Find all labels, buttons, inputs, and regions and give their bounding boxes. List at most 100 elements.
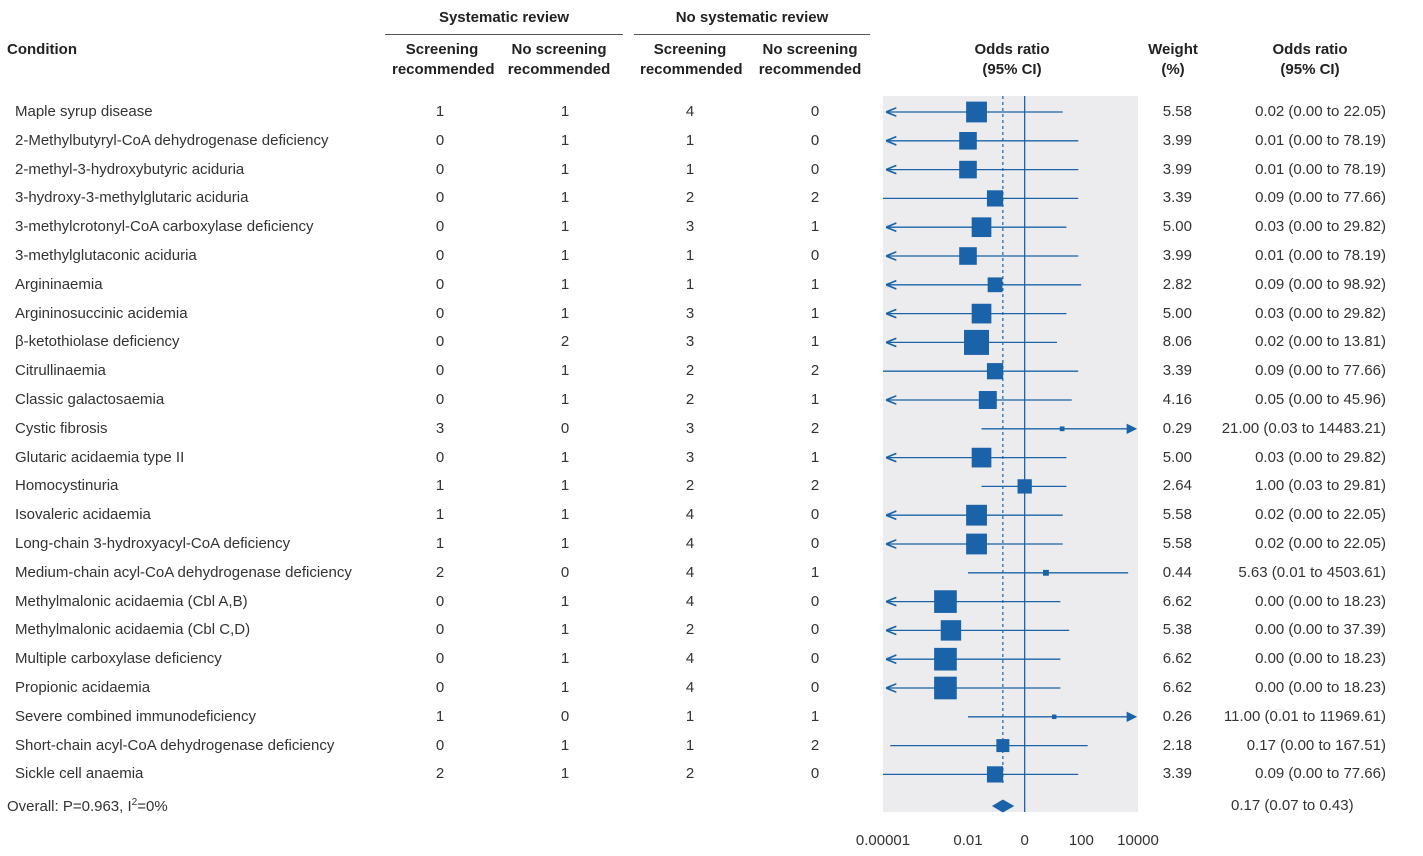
- sr-screening-count: 0: [435, 275, 445, 293]
- sr-screening-count: 0: [435, 650, 445, 668]
- sr-screening-count: 1: [435, 477, 445, 495]
- point-estimate-marker: [986, 766, 1004, 783]
- sr-screening-count: 0: [435, 736, 445, 754]
- ci-text: 0.09 (0.00 to 77.66): [1255, 765, 1386, 783]
- point-estimate-marker: [959, 247, 977, 265]
- ci-text: 0.02 (0.00 to 13.81): [1255, 333, 1386, 351]
- sr-no-screening-count: 1: [560, 304, 570, 322]
- ci-text: 0.17 (0.00 to 167.51): [1246, 736, 1386, 754]
- ci-text: 0.09 (0.00 to 98.92): [1255, 275, 1386, 293]
- weight-value: 5.58: [1162, 103, 1192, 120]
- overall-label-main: Overall: P=0.963, I: [7, 798, 132, 815]
- group-rule-systematic-review: [385, 34, 623, 35]
- ci-text: 0.09 (0.00 to 77.66): [1255, 189, 1386, 207]
- sr-screening-count: 0: [435, 304, 445, 322]
- ci-text: 11.00 (0.01 to 11969.61): [1223, 707, 1386, 725]
- nsr-no-screening-count: 2: [810, 419, 820, 437]
- nsr-screening-count: 3: [685, 333, 695, 351]
- condition-name: Homocystinuria: [15, 477, 119, 495]
- sr-no-screening-count: 1: [560, 103, 570, 120]
- weight-value: 3.39: [1162, 765, 1192, 783]
- nsr-screening-count: 4: [685, 103, 695, 120]
- weight-value: 5.58: [1162, 506, 1192, 524]
- point-estimate-marker: [996, 739, 1010, 753]
- sr-no-screening-count: 1: [560, 477, 570, 495]
- weight-value: 3.99: [1162, 160, 1192, 178]
- nsr-screening-count: 1: [685, 275, 695, 293]
- nsr-no-screening-count: 0: [810, 160, 820, 178]
- plot-background: [883, 96, 1138, 812]
- nsr-no-screening-count: 0: [810, 131, 820, 149]
- ci-text: 0.00 (0.00 to 18.23): [1255, 592, 1386, 610]
- sr-screening-count: 0: [435, 160, 445, 178]
- point-estimate-marker: [934, 647, 957, 671]
- header-nsr-screening-line1: Screening: [653, 41, 727, 58]
- condition-name: Glutaric acidaemia type II: [15, 448, 185, 466]
- nsr-screening-count: 1: [685, 247, 695, 264]
- ci-text: 5.63 (0.01 to 4503.61): [1238, 563, 1386, 581]
- ci-text: 0.00 (0.00 to 18.23): [1255, 650, 1386, 668]
- header-weight-line1: Weight: [1148, 41, 1198, 58]
- weight-value: 5.00: [1162, 218, 1192, 236]
- nsr-no-screening-count: 1: [810, 218, 820, 236]
- point-estimate-marker: [986, 190, 1004, 207]
- nsr-no-screening-count: 1: [810, 391, 820, 408]
- condition-name: Classic galactosaemia: [15, 391, 165, 408]
- condition-name: Maple syrup disease: [15, 103, 153, 120]
- condition-name: Short-chain acyl-CoA dehydrogenase defic…: [15, 736, 335, 754]
- weight-value: 3.39: [1162, 189, 1192, 207]
- sr-screening-count: 0: [435, 362, 445, 380]
- sr-screening-count: 1: [435, 707, 445, 725]
- condition-name: Medium-chain acyl-CoA dehydrogenase defi…: [15, 563, 352, 581]
- weight-value: 3.99: [1162, 247, 1192, 264]
- point-estimate-marker: [971, 303, 992, 324]
- x-tick-label: 0: [1020, 832, 1029, 849]
- nsr-screening-count: 1: [685, 160, 695, 178]
- header-weight-line2: (%): [1161, 61, 1185, 78]
- sr-no-screening-count: 1: [560, 131, 570, 149]
- nsr-no-screening-count: 0: [810, 592, 820, 610]
- condition-name: 2-methyl-3-hydroxybutyric aciduria: [15, 160, 245, 178]
- ci-text: 0.01 (0.00 to 78.19): [1255, 160, 1386, 178]
- nsr-no-screening-count: 0: [810, 621, 820, 639]
- ci-text: 0.09 (0.00 to 77.66): [1255, 362, 1386, 380]
- overall-label: Overall: P=0.963, I2=0%: [7, 797, 168, 815]
- ci-text: 0.05 (0.00 to 45.96): [1255, 391, 1386, 408]
- weight-value: 2.18: [1162, 736, 1192, 754]
- nsr-no-screening-count: 1: [810, 275, 820, 293]
- point-estimate-marker: [959, 160, 977, 179]
- header-sr-no-screening-line2: recommended: [507, 61, 611, 78]
- weight-value: 0.44: [1162, 563, 1192, 581]
- ci-text: 0.03 (0.00 to 29.82): [1255, 304, 1386, 322]
- nsr-no-screening-count: 0: [810, 103, 820, 120]
- condition-name: Argininosuccinic acidemia: [15, 304, 188, 322]
- point-estimate-marker: [966, 504, 987, 526]
- nsr-screening-count: 3: [685, 419, 695, 437]
- weight-value: 3.99: [1162, 131, 1192, 149]
- sr-screening-count: 3: [435, 419, 445, 437]
- point-estimate-marker: [1017, 479, 1032, 494]
- header-nsr-screening: Screening recommended: [640, 40, 743, 80]
- point-estimate-marker: [1059, 426, 1065, 432]
- nsr-no-screening-count: 0: [810, 247, 820, 264]
- weight-value: 3.39: [1162, 362, 1192, 380]
- ci-text: 0.01 (0.00 to 78.19): [1255, 247, 1386, 264]
- condition-name: Cystic fibrosis: [15, 419, 108, 437]
- nsr-screening-count: 2: [685, 391, 695, 408]
- nsr-no-screening-count: 0: [810, 535, 820, 552]
- sr-screening-count: 2: [435, 563, 445, 581]
- weight-value: 5.38: [1162, 621, 1192, 639]
- sr-screening-count: 0: [435, 333, 445, 351]
- condition-name: 3-methylcrotonyl-CoA carboxylase deficie…: [15, 218, 314, 236]
- sr-no-screening-count: 1: [560, 189, 570, 207]
- nsr-screening-count: 2: [685, 189, 695, 207]
- sr-screening-count: 0: [435, 592, 445, 610]
- weight-value: 0.26: [1162, 707, 1192, 725]
- sr-no-screening-count: 1: [560, 391, 570, 408]
- ci-text: 1.00 (0.03 to 29.81): [1255, 477, 1386, 495]
- ci-text: 0.00 (0.00 to 18.23): [1255, 679, 1386, 696]
- sr-no-screening-count: 0: [560, 707, 570, 725]
- header-odds-ratio-plot-line1: Odds ratio: [974, 41, 1050, 58]
- group-rule-no-systematic-review: [634, 34, 870, 35]
